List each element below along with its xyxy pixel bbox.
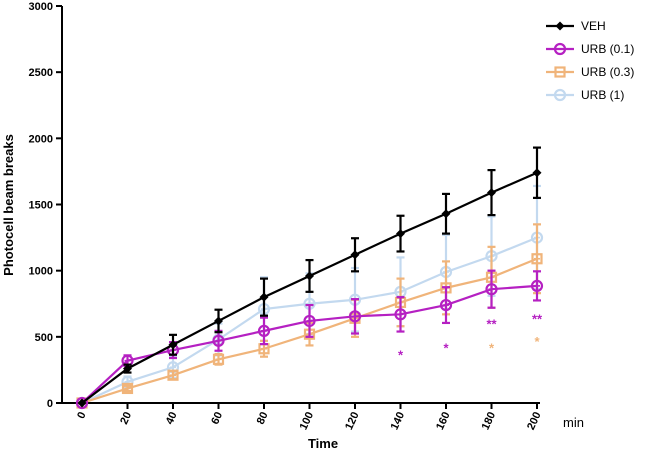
data-point	[259, 292, 269, 302]
plot-area: 0 500 1000 1500 2000 2500 3000 0 20 40 60 80 100 120…	[29, 1, 544, 432]
legend: VEH URB (0.1) URB (0.3) URB (1)	[546, 19, 634, 102]
data-point	[348, 310, 362, 323]
legend-label: URB (1)	[581, 88, 624, 102]
data-point	[75, 396, 89, 410]
y-tick-label: 1000	[29, 266, 53, 278]
data-point	[553, 42, 567, 56]
data-point	[305, 271, 314, 281]
significance-marker: *	[443, 340, 449, 355]
data-point	[394, 308, 407, 321]
x-tick-label: 160	[434, 410, 453, 432]
series	[77, 146, 542, 408]
data-point	[531, 253, 543, 265]
x-tick-label: 60	[209, 410, 225, 426]
x-tick-label: 80	[255, 410, 271, 426]
significance-marker: *	[398, 348, 404, 363]
data-point	[214, 316, 223, 326]
data-point	[212, 353, 225, 365]
legend-item: URB (1)	[546, 88, 624, 102]
x-tick-label: 140	[389, 410, 408, 432]
data-point	[168, 340, 178, 350]
legend-label: VEH	[581, 19, 606, 33]
data-point	[303, 314, 316, 328]
y-tick-label: 2000	[29, 133, 53, 145]
legend-label: URB (0.1)	[581, 42, 634, 56]
significance-marker: *	[489, 340, 495, 355]
data-point	[396, 229, 405, 239]
data-point	[257, 324, 271, 337]
x-tick-label: 40	[164, 410, 180, 426]
x-tick-label: 0	[75, 410, 88, 421]
y-ticks: 0 500 1000 1500 2000 2500 3000	[29, 1, 62, 410]
data-point	[123, 364, 132, 374]
data-point	[439, 298, 453, 312]
significance-marker: **	[532, 311, 543, 326]
legend-item: VEH	[546, 19, 606, 33]
data-point	[554, 66, 566, 78]
x-tick-label: 20	[118, 410, 134, 426]
data-point	[553, 88, 567, 102]
data-point	[487, 188, 496, 198]
y-tick-label: 500	[35, 332, 53, 344]
legend-label: URB (0.3)	[581, 65, 634, 79]
data-point	[530, 279, 544, 292]
x-ticks: 0 20 40 60 80 100 120 140 160 180 200	[75, 403, 544, 432]
x-tick-label: 200	[525, 410, 544, 432]
data-point	[167, 369, 179, 381]
legend-item: URB (0.3)	[546, 65, 634, 79]
annotation-layer: * *** *** *	[398, 311, 543, 362]
y-tick-label: 1500	[29, 200, 53, 212]
legend-item: URB (0.1)	[546, 42, 634, 56]
significance-marker: *	[534, 334, 540, 349]
y-tick-label: 0	[47, 398, 53, 410]
y-tick-label: 2500	[29, 67, 53, 79]
data-point	[77, 398, 87, 408]
data-point	[350, 250, 360, 260]
data-point	[555, 21, 565, 31]
x-axis-unit: min	[563, 415, 584, 430]
x-tick-label: 180	[480, 410, 499, 432]
data-point	[121, 382, 134, 395]
series-layer	[75, 146, 544, 410]
data-point	[212, 334, 225, 347]
y-axis-title: Photocell beam breaks	[1, 134, 16, 276]
x-tick-label: 120	[343, 410, 362, 432]
x-axis-title: Time	[308, 436, 338, 451]
significance-marker: **	[486, 317, 497, 332]
x-tick-label: 100	[298, 410, 317, 432]
y-tick-label: 3000	[29, 1, 53, 13]
data-point	[532, 168, 542, 178]
data-point	[441, 209, 451, 219]
data-point	[485, 283, 498, 296]
